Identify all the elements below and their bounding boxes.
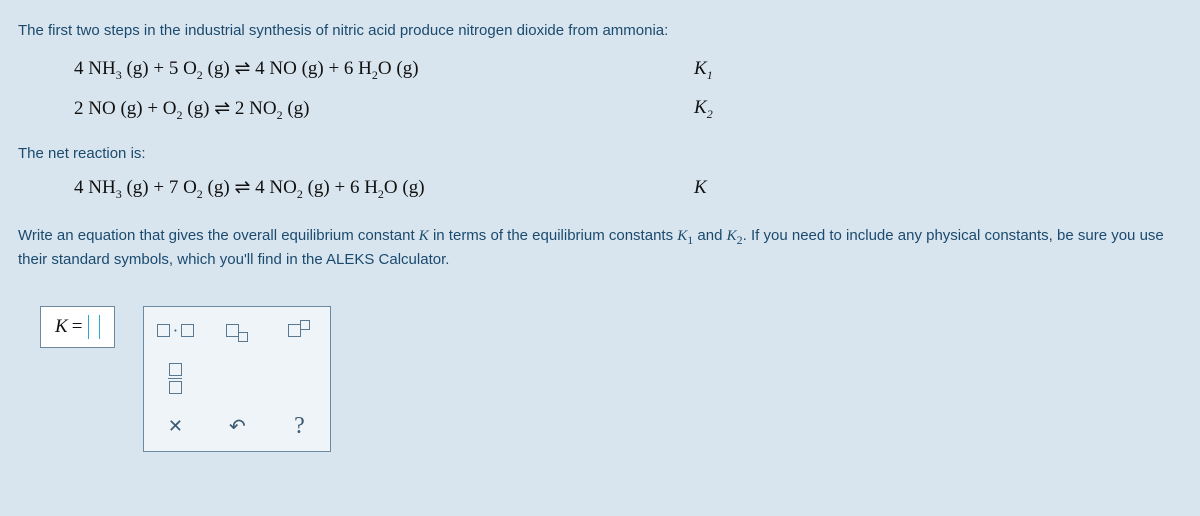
- answer-input[interactable]: [88, 315, 100, 339]
- tool-clear-button[interactable]: ✕: [144, 403, 206, 451]
- k2-label: K2: [694, 97, 713, 122]
- reaction-1: 4 NH3 (g) + 5 O2 (g) ⇌ 4 NO (g) + 6 H2O …: [74, 57, 694, 83]
- question-prompt: Write an equation that gives the overall…: [18, 225, 1182, 272]
- tool-fraction-button[interactable]: [144, 355, 206, 403]
- close-icon: ✕: [168, 416, 183, 437]
- intro-text: The first two steps in the industrial sy…: [18, 22, 1182, 39]
- tool-superscript-button[interactable]: [268, 307, 330, 355]
- tool-subscript-button[interactable]: [206, 307, 268, 355]
- k-label: K: [694, 177, 707, 199]
- reaction-net: 4 NH3 (g) + 7 O2 (g) ⇌ 4 NO2 (g) + 6 H2O…: [74, 176, 694, 202]
- k1-label: K1: [694, 58, 713, 83]
- tool-help-button[interactable]: ?: [268, 403, 330, 451]
- answer-box: K=: [40, 306, 115, 348]
- net-reaction-label: The net reaction is:: [18, 145, 1182, 162]
- help-icon: ?: [294, 413, 305, 440]
- tool-multiply-button[interactable]: ·: [144, 307, 206, 355]
- tool-undo-button[interactable]: ↶: [206, 403, 268, 451]
- undo-icon: ↶: [229, 414, 246, 439]
- reaction-2: 2 NO (g) + O2 (g) ⇌ 2 NO2 (g): [74, 97, 694, 123]
- tool-panel: · ✕ ↶ ?: [143, 306, 331, 452]
